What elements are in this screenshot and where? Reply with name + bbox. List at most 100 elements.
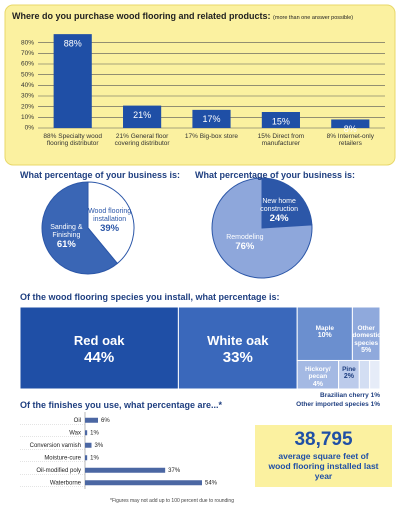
x-tick-label: 17% Big-box store <box>184 133 239 140</box>
cell-value: 1% <box>370 392 380 399</box>
bar <box>85 442 92 448</box>
cell-label: Pine 2% <box>339 366 360 382</box>
y-tick-label: Moisture-cure <box>44 455 81 461</box>
cell-name: Maple <box>315 324 334 332</box>
cell-value: 33% <box>222 348 253 366</box>
value-label: 88% <box>64 39 82 49</box>
slice-name: Remodeling <box>226 234 264 242</box>
slice-label: New home construction 24% <box>251 198 307 225</box>
slice-value: 76% <box>235 241 255 253</box>
y-tick-label: 10% <box>21 114 34 121</box>
slice-value: 24% <box>269 212 289 224</box>
chart-title: Of the finishes you use, what percentage… <box>20 400 223 410</box>
value-label: 6% <box>101 418 110 424</box>
slice-name: New home construction <box>260 197 298 213</box>
cell-value: 1% <box>370 401 380 408</box>
y-tick-label: 30% <box>21 93 34 100</box>
y-tick-label: Oil-modified poly <box>36 468 81 474</box>
treemap-cell <box>369 359 381 390</box>
y-tick-label: 50% <box>21 71 34 78</box>
pie-slice <box>211 177 313 279</box>
x-tick-label: 88% Specialty wood flooring distributor <box>43 133 102 148</box>
treemap-cell <box>358 359 371 390</box>
y-tick-label: Wax <box>69 430 81 436</box>
bar <box>331 119 370 128</box>
cell-label: Other domestic species 5% <box>352 324 381 355</box>
title-text: Where do you purchase wood flooring and … <box>12 11 271 21</box>
bar <box>85 455 88 461</box>
y-tick-label: 60% <box>21 61 34 68</box>
y-tick-label: 80% <box>21 39 34 46</box>
chart-title: Of the wood flooring species you install… <box>20 292 280 302</box>
cell-label: Brazilian cherry 1% <box>220 392 380 399</box>
subtitle: (more than one answer possible) <box>273 15 354 21</box>
value-label: 54% <box>205 480 218 486</box>
bar <box>85 430 88 436</box>
value-label: 1% <box>90 455 99 461</box>
value-label: 3% <box>95 443 104 449</box>
footnote: *Figures may not add up to 100 percent d… <box>110 498 234 504</box>
cell-name: Pine <box>342 365 356 373</box>
y-tick-label: 20% <box>21 103 34 110</box>
treemap-cell <box>177 306 298 390</box>
pie-slice <box>41 181 119 275</box>
value-label: 8% <box>344 124 357 134</box>
bar <box>192 109 231 128</box>
y-tick-label: 0% <box>25 125 35 132</box>
x-tick-label: 8% Internet-only retailers <box>326 133 374 148</box>
bar <box>123 105 162 128</box>
x-tick-label: 21% General floor covering distributor <box>114 133 170 148</box>
value-label: 37% <box>168 468 181 474</box>
y-tick-label: 70% <box>21 50 34 57</box>
treemap-cell <box>351 306 381 361</box>
bar <box>261 112 300 128</box>
pie-slice <box>261 177 313 229</box>
cell-value: 2% <box>343 373 354 381</box>
cell-name: Other imported species <box>296 401 369 408</box>
slice-label: Sanding & Finishing 61% <box>38 224 94 251</box>
cell-name: White oak <box>207 333 269 348</box>
cell-label: Other imported species 1% <box>220 401 380 408</box>
callout-value: 38,795 <box>294 429 353 450</box>
treemap-cell <box>19 306 179 390</box>
cell-label: Maple 10% <box>297 325 352 341</box>
slice-label: Remodeling 76% <box>217 234 273 253</box>
bar <box>85 417 98 423</box>
cell-label: Hickory/ pecan 4% <box>297 366 338 389</box>
cell-label: White oak 33% <box>178 333 297 366</box>
cell-name: Hickory/ pecan <box>305 365 331 381</box>
slice-name: Wood flooring installation <box>88 208 132 224</box>
cell-name: Red oak <box>73 333 125 348</box>
bar <box>53 34 92 129</box>
callout-text: average square feet of wood flooring ins… <box>268 451 379 481</box>
chart-title: What percentage of your business is: <box>195 170 356 180</box>
slice-value: 39% <box>100 223 120 235</box>
y-tick-label: Waterborne <box>50 480 82 486</box>
x-tick-label: 15% Direct from manufacturer <box>257 133 305 148</box>
value-label: 17% <box>202 114 220 124</box>
y-tick-label: Conversion varnish <box>30 443 81 449</box>
chart-title: What percentage of your business is: <box>20 170 181 180</box>
slice-value: 61% <box>56 238 76 250</box>
pie-slice <box>87 181 135 265</box>
value-label: 15% <box>272 116 290 126</box>
slice-label: Wood flooring installation 39% <box>82 208 138 235</box>
y-tick-label: Oil <box>74 418 81 424</box>
slice-name: Sanding & Finishing <box>50 223 83 239</box>
cell-value: 10% <box>317 332 332 340</box>
y-tick-label: 40% <box>21 82 34 89</box>
callout-background <box>255 425 392 487</box>
cell-value: 5% <box>361 347 372 355</box>
chart-title: Where do you purchase wood flooring and … <box>12 11 353 21</box>
value-label: 1% <box>90 430 99 436</box>
bar <box>85 480 202 486</box>
cell-name: Brazilian cherry <box>320 392 369 399</box>
cell-label: Red oak 44% <box>20 333 178 366</box>
bar <box>85 467 166 473</box>
cell-name: Other domestic species <box>352 324 381 347</box>
cell-value: 44% <box>84 348 115 366</box>
cell-value: 4% <box>312 380 323 388</box>
value-label: 21% <box>133 110 151 120</box>
